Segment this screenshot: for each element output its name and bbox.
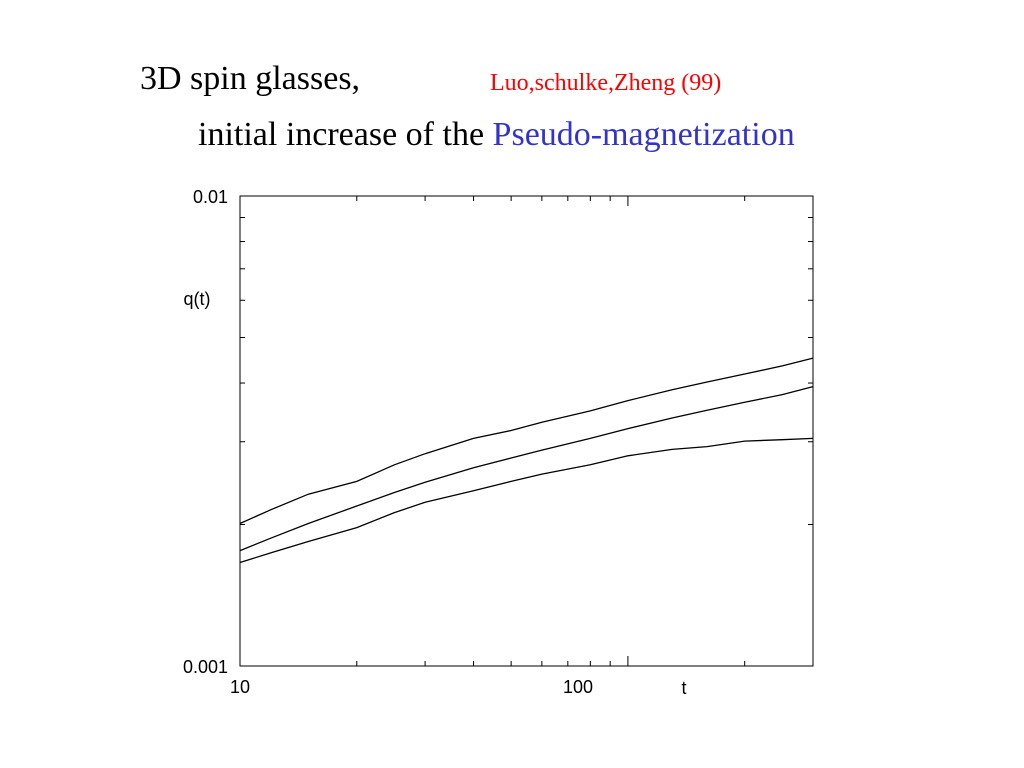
series-layer <box>239 357 814 564</box>
slide-title: 3D spin glasses, <box>140 60 361 97</box>
citation-text: Luo,schulke,Zheng (99) <box>490 70 722 96</box>
y-axis-label: q(t) <box>184 289 211 309</box>
x-tick-label-100: 100 <box>563 677 593 697</box>
axis-ticks <box>239 195 814 667</box>
y-tick-label-top: 0.01 <box>193 187 228 207</box>
slide-subtitle: initial increase of the Pseudo-magnetiza… <box>198 116 795 154</box>
subtitle-highlight: Pseudo-magnetization <box>492 116 795 153</box>
y-tick-label-bottom: 0.001 <box>183 657 228 677</box>
x-tick-label-10: 10 <box>230 677 250 697</box>
x-axis-label: t <box>681 678 686 698</box>
series-line-1 <box>239 357 814 525</box>
series-line-2 <box>239 385 814 552</box>
series-line-3 <box>239 437 814 564</box>
plot-frame <box>239 195 814 667</box>
subtitle-prefix: initial increase of the <box>198 116 485 153</box>
